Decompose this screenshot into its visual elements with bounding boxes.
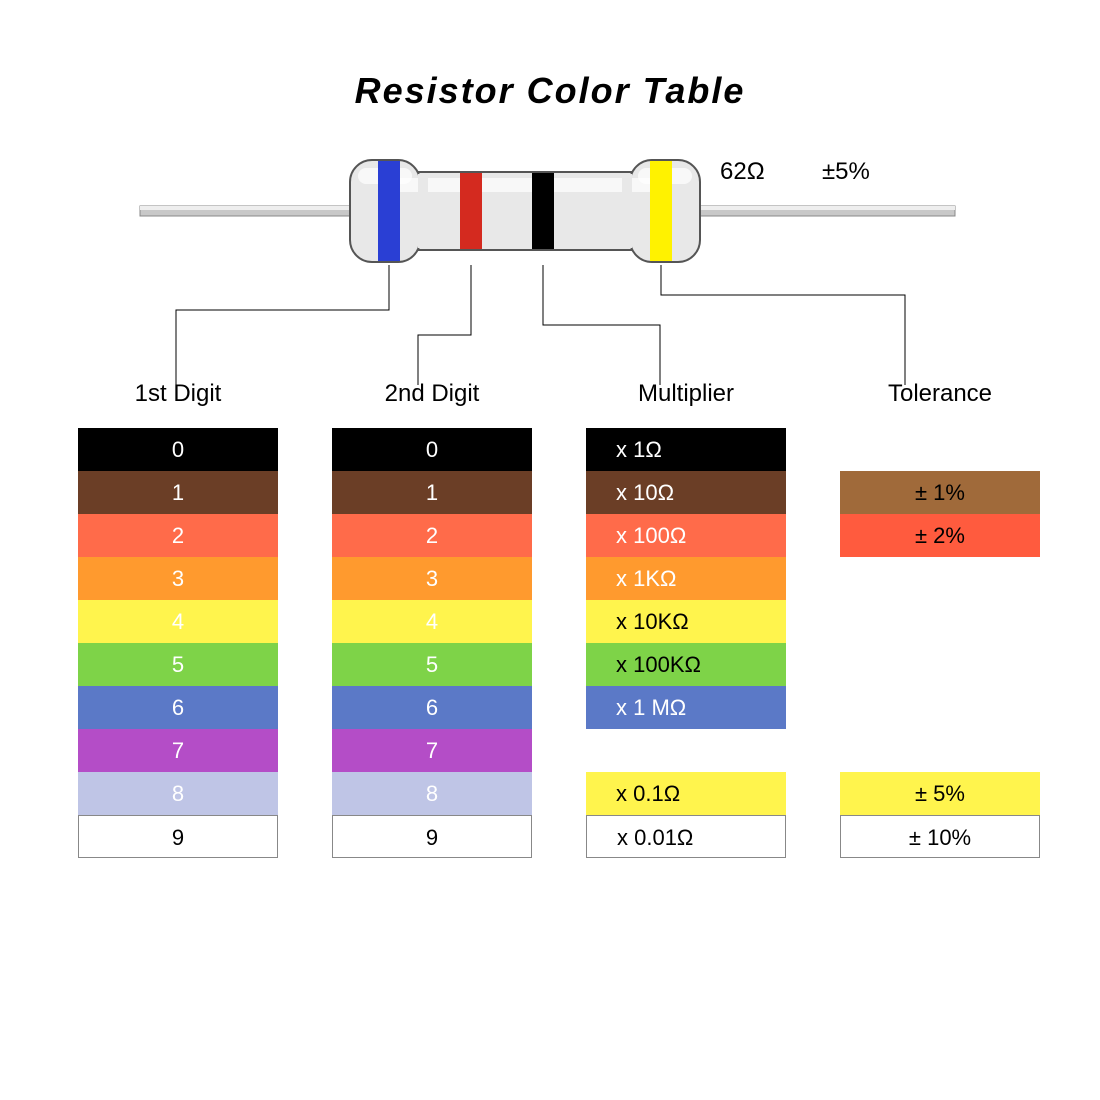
color-row: 0 bbox=[78, 428, 278, 471]
color-row: x 1Ω bbox=[586, 428, 786, 471]
color-row: 0 bbox=[332, 428, 532, 471]
color-row: 9 bbox=[332, 815, 532, 858]
color-row: 5 bbox=[78, 643, 278, 686]
color-row: 2 bbox=[332, 514, 532, 557]
color-row: 7 bbox=[332, 729, 532, 772]
color-row: 7 bbox=[78, 729, 278, 772]
page-title: Resistor Color Table bbox=[0, 70, 1100, 112]
color-row: 4 bbox=[78, 600, 278, 643]
color-row: x 10KΩ bbox=[586, 600, 786, 643]
value-label: 62Ω bbox=[720, 158, 765, 186]
color-row: x 0.01Ω bbox=[586, 815, 786, 858]
color-row: 9 bbox=[78, 815, 278, 858]
color-row: 1 bbox=[332, 471, 532, 514]
color-row: 6 bbox=[78, 686, 278, 729]
color-row: x 1 MΩ bbox=[586, 686, 786, 729]
color-row: 8 bbox=[78, 772, 278, 815]
column-digit2: 2nd Digit 0123456789 bbox=[332, 380, 532, 858]
header-tolerance: Tolerance bbox=[840, 380, 1040, 408]
color-row: 8 bbox=[332, 772, 532, 815]
color-row: ± 2% bbox=[840, 514, 1040, 557]
color-row: ± 5% bbox=[840, 772, 1040, 815]
color-row: x 100Ω bbox=[586, 514, 786, 557]
color-row: 5 bbox=[332, 643, 532, 686]
header-digit1: 1st Digit bbox=[78, 380, 278, 408]
color-row: 1 bbox=[78, 471, 278, 514]
header-multiplier: Multiplier bbox=[586, 380, 786, 408]
color-row: x 100KΩ bbox=[586, 643, 786, 686]
band-3 bbox=[532, 173, 554, 249]
color-row: 2 bbox=[78, 514, 278, 557]
color-row: ± 10% bbox=[840, 815, 1040, 858]
color-row: 3 bbox=[78, 557, 278, 600]
tolerance-label: ±5% bbox=[822, 158, 870, 186]
column-multiplier: Multiplier x 1Ωx 10Ωx 100Ωx 1KΩx 10KΩx 1… bbox=[586, 380, 786, 858]
color-row: x 0.1Ω bbox=[586, 772, 786, 815]
band-4 bbox=[650, 161, 672, 261]
color-row: ± 1% bbox=[840, 471, 1040, 514]
band-2 bbox=[460, 173, 482, 249]
color-row: 3 bbox=[332, 557, 532, 600]
header-digit2: 2nd Digit bbox=[332, 380, 532, 408]
color-row: x 1KΩ bbox=[586, 557, 786, 600]
band-1 bbox=[378, 161, 400, 261]
column-digit1: 1st Digit 0123456789 bbox=[78, 380, 278, 858]
color-row: 6 bbox=[332, 686, 532, 729]
column-tolerance: Tolerance ± 1%± 2% ± 5%± 10% bbox=[840, 380, 1040, 858]
color-row: x 10Ω bbox=[586, 471, 786, 514]
color-row: 4 bbox=[332, 600, 532, 643]
